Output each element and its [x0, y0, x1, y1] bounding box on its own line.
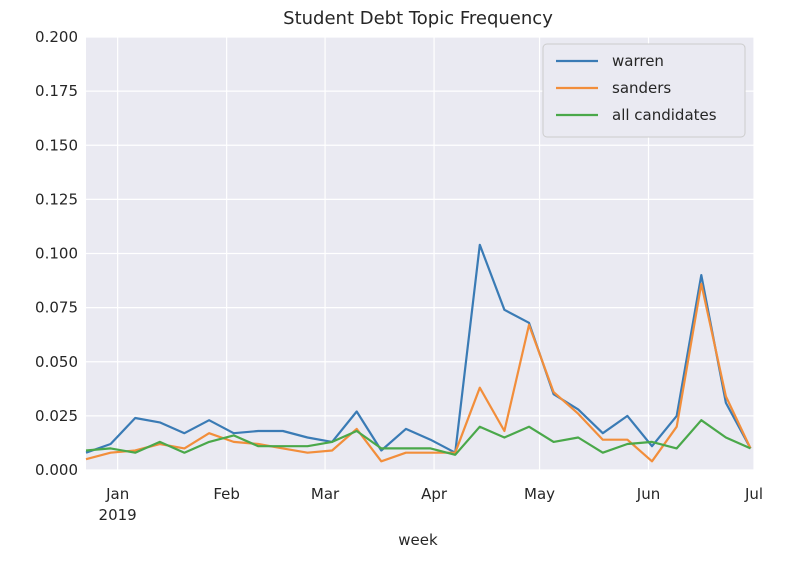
x-tick-label: Jul: [744, 485, 763, 503]
y-tick-label: 0.150: [35, 136, 78, 154]
x-axis-ticks: Jan 2019 Feb Mar Apr May Jun Jul: [99, 485, 764, 524]
series-lines: [85, 243, 752, 463]
x-tick-label: Apr: [421, 485, 448, 503]
series-line-warren: [85, 243, 752, 454]
y-tick-label: 0.025: [35, 407, 78, 425]
y-tick-label: 0.000: [35, 461, 78, 479]
y-tick-label: 0.100: [35, 245, 78, 263]
y-axis-ticks: 0.000 0.025 0.050 0.075 0.100 0.125 0.150 0.175…: [35, 28, 78, 479]
legend-label: warren: [612, 52, 664, 70]
y-tick-label: 0.050: [35, 353, 78, 371]
x-tick-label: Mar: [311, 485, 340, 503]
legend-box: [542, 43, 746, 138]
x-tick-label: Jun: [636, 485, 660, 503]
legend-label: all candidates: [612, 106, 717, 124]
x-tick-label: Feb: [213, 485, 240, 503]
y-tick-label: 0.175: [35, 82, 78, 100]
series-line-sanders: [85, 282, 752, 463]
x-tick-sublabel: 2019: [99, 506, 137, 524]
legend: warren sanders all candidates: [542, 43, 746, 138]
series-line-all-candidates: [85, 419, 751, 456]
x-axis-label: week: [398, 531, 438, 549]
grid-lines: [86, 36, 755, 471]
y-tick-label: 0.125: [35, 190, 78, 208]
x-tick-label: May: [524, 485, 555, 503]
x-tick-label: Jan: [105, 485, 129, 503]
chart-title: Student Debt Topic Frequency: [283, 8, 553, 29]
legend-label: sanders: [612, 79, 671, 97]
y-tick-label: 0.075: [35, 299, 78, 317]
y-tick-label: 0.200: [35, 28, 78, 46]
